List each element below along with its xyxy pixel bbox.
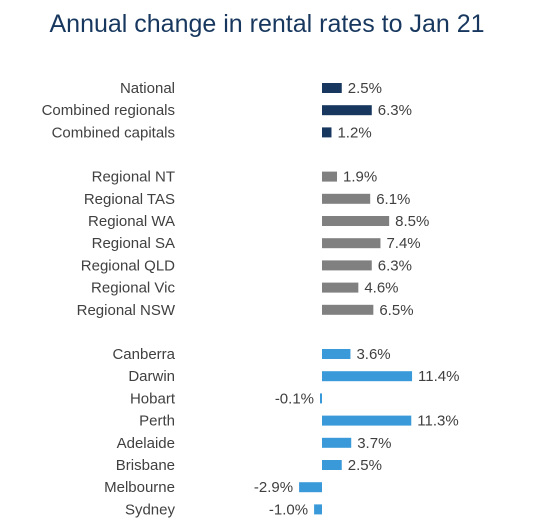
category-label-regional-tas: Regional TAS	[84, 191, 175, 208]
value-label-hobart: -0.1%	[275, 390, 314, 407]
bar-melbourne	[299, 482, 322, 493]
bar-regional-sa	[322, 238, 381, 249]
value-label-melbourne: -2.9%	[254, 479, 293, 496]
bar-canberra	[322, 349, 351, 359]
category-label-hobart: Hobart	[130, 390, 176, 407]
category-label-sydney: Sydney	[125, 501, 176, 518]
bar-regional-vic	[322, 282, 359, 293]
category-label-regional-qld: Regional QLD	[81, 257, 175, 274]
bar-national	[322, 83, 342, 93]
value-label-regional-vic: 4.6%	[364, 280, 398, 297]
bar-regional-nt	[322, 171, 338, 182]
category-label-melbourne: Melbourne	[104, 479, 175, 496]
bar-regional-wa	[322, 216, 390, 226]
category-label-adelaide: Adelaide	[117, 435, 175, 452]
value-label-sydney: -1.0%	[269, 501, 308, 518]
bar-combined-regionals	[322, 105, 372, 116]
value-label-combined-regionals: 6.3%	[378, 102, 412, 119]
value-label-regional-nt: 1.9%	[343, 169, 377, 186]
bar-perth	[322, 415, 412, 426]
value-label-regional-sa: 7.4%	[386, 235, 420, 252]
category-label-regional-nsw: Regional NSW	[77, 302, 176, 319]
value-label-adelaide: 3.7%	[357, 435, 391, 452]
value-label-canberra: 3.6%	[356, 346, 390, 363]
value-label-regional-qld: 6.3%	[378, 257, 412, 274]
category-label-regional-wa: Regional WA	[88, 213, 175, 230]
category-label-national: National	[120, 80, 175, 97]
category-label-darwin: Darwin	[128, 368, 175, 385]
category-label-perth: Perth	[139, 413, 175, 430]
bar-regional-nsw	[322, 304, 374, 315]
value-label-brisbane: 2.5%	[348, 457, 382, 474]
value-label-combined-capitals: 1.2%	[337, 124, 371, 141]
bar-adelaide	[322, 437, 352, 448]
category-label-regional-vic: Regional Vic	[91, 280, 175, 297]
value-label-regional-wa: 8.5%	[395, 213, 429, 230]
bar-combined-capitals	[322, 127, 332, 138]
bar-hobart	[320, 393, 322, 404]
value-label-perth: 11.3%	[417, 413, 458, 430]
category-label-canberra: Canberra	[112, 346, 175, 363]
bar-darwin	[322, 371, 413, 382]
bar-brisbane	[322, 460, 342, 470]
value-label-darwin: 11.4%	[418, 368, 459, 385]
bar-sydney	[314, 504, 322, 515]
category-label-combined-capitals: Combined capitals	[52, 124, 175, 141]
category-label-regional-sa: Regional SA	[92, 235, 175, 252]
category-label-regional-nt: Regional NT	[92, 169, 175, 186]
bar-regional-qld	[322, 260, 372, 271]
category-label-combined-regionals: Combined regionals	[42, 102, 175, 119]
category-label-brisbane: Brisbane	[116, 457, 175, 474]
value-label-regional-tas: 6.1%	[376, 191, 410, 208]
bar-regional-tas	[322, 193, 371, 204]
value-label-national: 2.5%	[348, 80, 382, 97]
value-label-regional-nsw: 6.5%	[379, 302, 413, 319]
chart-title: Annual change in rental rates to Jan 21	[49, 10, 485, 38]
